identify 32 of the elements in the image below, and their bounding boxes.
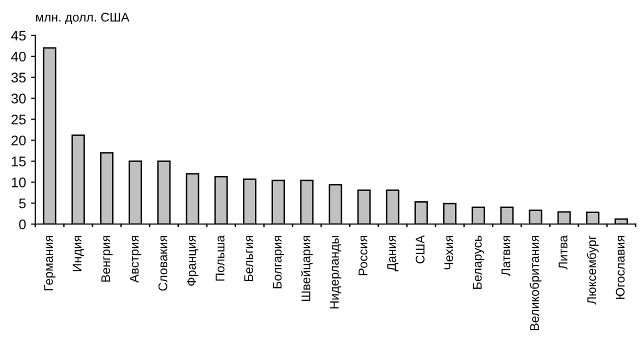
y-axis-title: млн. долл. США <box>36 12 130 24</box>
x-tick-label: Нидерланды <box>330 236 342 308</box>
y-tick-label: 15 <box>12 156 26 166</box>
x-tick-label: Россия <box>358 236 368 276</box>
x-tick-label: Чехия <box>444 236 454 270</box>
y-tick-label: 25 <box>12 114 26 124</box>
y-tick-label: 45 <box>11 30 26 41</box>
y-tick-label: 10 <box>12 178 26 188</box>
x-tick-label: Беларусь <box>473 236 484 289</box>
x-tick-label: Болгария <box>272 236 284 288</box>
x-tick-label: Индия <box>72 236 84 272</box>
x-tick-label: Франция <box>187 236 198 286</box>
x-tick-label: Литва <box>558 235 568 270</box>
y-tick-label: 30 <box>11 94 26 104</box>
x-tick-label: США <box>416 235 425 264</box>
x-tick-label: Словакия <box>158 236 168 291</box>
x-tick-label: Польша <box>216 235 224 281</box>
x-tick-label: Великобритания <box>530 236 542 330</box>
y-tick-label: 5 <box>19 198 26 208</box>
x-tick-label: Бельгия <box>244 236 254 282</box>
x-tick-label: Латвия <box>502 236 510 276</box>
x-tick-label: Швейцария <box>300 236 313 301</box>
y-tick-label: 35 <box>11 72 26 82</box>
x-tick-label: Австрия <box>130 236 142 283</box>
x-tick-label: Югославия <box>616 236 625 299</box>
y-tick-label: 0 <box>19 219 26 230</box>
x-tick-label: Люксембург <box>586 236 599 304</box>
x-tick-label: Венгрия <box>101 236 113 282</box>
y-tick-label: 40 <box>11 52 26 62</box>
x-tick-label: Германия <box>44 236 56 290</box>
x-tick-label: Дания <box>387 236 398 272</box>
y-tick-label: 20 <box>12 136 26 146</box>
